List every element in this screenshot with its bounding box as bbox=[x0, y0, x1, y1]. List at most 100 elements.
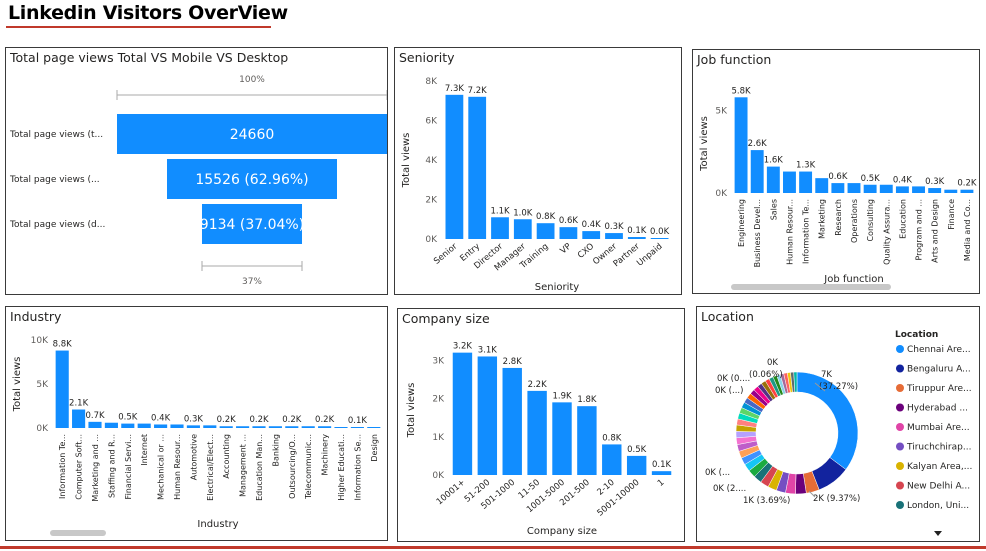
bar-value-label: 0.5K bbox=[627, 445, 647, 455]
y-tick-label: 0K bbox=[715, 189, 728, 199]
x-tick-label: Design bbox=[370, 434, 379, 462]
legend-item[interactable]: London, Uni... bbox=[907, 501, 969, 511]
legend-item[interactable]: Bengaluru A... bbox=[907, 365, 971, 375]
bar[interactable] bbox=[268, 426, 282, 428]
legend-item[interactable]: Chennai Are... bbox=[907, 345, 971, 355]
bar[interactable] bbox=[944, 189, 958, 193]
bar[interactable] bbox=[879, 184, 893, 193]
bar[interactable] bbox=[121, 423, 135, 428]
bar[interactable] bbox=[559, 227, 578, 239]
seniority-panel[interactable]: Seniority 0K 2K 4K 6K 8K Total views 7.3K Senio… bbox=[394, 47, 682, 295]
location-panel[interactable]: Location 7K (37.27%) 2K (9.37%) 1K (3.69%) 0… bbox=[696, 306, 980, 542]
bar[interactable] bbox=[477, 356, 498, 475]
bar[interactable] bbox=[513, 219, 532, 239]
title-underline bbox=[6, 26, 271, 28]
bar[interactable] bbox=[203, 425, 217, 428]
company-size-panel[interactable]: Company size 0K 1K 2K 3K Total views 3.2K 1000… bbox=[397, 308, 685, 542]
bar[interactable] bbox=[799, 171, 813, 193]
location-chart[interactable]: 7K (37.27%) 2K (9.37%) 1K (3.69%) 0K (2.... 0… bbox=[697, 307, 980, 542]
bar[interactable] bbox=[527, 390, 547, 475]
x-tick-label: Human Resour... bbox=[785, 199, 794, 265]
bar[interactable] bbox=[219, 426, 233, 428]
bar[interactable] bbox=[536, 223, 555, 239]
bar-value-label: 2.1K bbox=[69, 399, 89, 409]
x-tick-label: VP bbox=[559, 242, 574, 257]
funnel-panel[interactable]: Total page views Total VS Mobile VS Desk… bbox=[5, 47, 388, 295]
bar[interactable] bbox=[186, 425, 200, 428]
bar[interactable] bbox=[154, 424, 168, 428]
industry-chart[interactable]: 0K 5K 10K Total views 8.8K Information Te... 2… bbox=[6, 307, 388, 541]
x-tick-label: Banking bbox=[271, 434, 280, 466]
bar[interactable] bbox=[552, 402, 572, 475]
bar[interactable] bbox=[318, 426, 332, 428]
bar[interactable] bbox=[285, 426, 299, 428]
bar[interactable] bbox=[912, 186, 925, 193]
legend-item[interactable]: Tiruchchirap... bbox=[906, 443, 971, 453]
bar[interactable] bbox=[452, 352, 473, 475]
donut-slice[interactable] bbox=[793, 371, 798, 393]
bar[interactable] bbox=[960, 189, 974, 193]
bar[interactable] bbox=[55, 350, 69, 428]
bar[interactable] bbox=[582, 231, 601, 239]
bar[interactable] bbox=[236, 426, 250, 428]
bar[interactable] bbox=[847, 183, 861, 193]
bar[interactable] bbox=[766, 166, 780, 193]
bar[interactable] bbox=[895, 186, 909, 193]
funnel-chart[interactable]: 100% 24660 Total page views (t... 15526 (62… bbox=[6, 48, 388, 295]
bar[interactable] bbox=[334, 427, 348, 428]
bar[interactable] bbox=[170, 424, 184, 428]
legend-item[interactable]: Hyderabad ... bbox=[907, 404, 968, 414]
bar[interactable] bbox=[468, 96, 487, 239]
legend-scroll-down-icon[interactable] bbox=[934, 531, 942, 536]
bar[interactable] bbox=[445, 94, 464, 239]
bar[interactable] bbox=[815, 178, 829, 193]
bar[interactable] bbox=[627, 237, 646, 239]
x-axis-label: Job function bbox=[823, 274, 883, 285]
legend-item[interactable]: Mumbai Are... bbox=[907, 423, 970, 433]
donut-callout: (37.27%) bbox=[819, 382, 858, 392]
funnel-bar[interactable] bbox=[167, 159, 337, 199]
industry-panel[interactable]: Industry 0K 5K 10K Total views 8.8K Informati… bbox=[5, 306, 388, 541]
legend-item[interactable]: New Delhi A... bbox=[907, 482, 970, 492]
bar[interactable] bbox=[863, 184, 877, 193]
industry-scrollbar[interactable] bbox=[50, 530, 106, 536]
job-function-panel[interactable]: Job function 0K 5K Total views 5.8K Engineer… bbox=[692, 49, 980, 294]
funnel-bar[interactable] bbox=[117, 114, 387, 154]
bar-value-label: 0.8K bbox=[536, 212, 556, 222]
bar[interactable] bbox=[350, 427, 364, 428]
legend-item[interactable]: Tiruppur Are... bbox=[906, 384, 972, 394]
bar[interactable] bbox=[88, 421, 102, 428]
funnel-row-label: Total page views (... bbox=[9, 175, 100, 185]
bar[interactable] bbox=[605, 233, 623, 239]
bar[interactable] bbox=[502, 367, 522, 475]
job-function-scrollbar[interactable] bbox=[731, 284, 891, 290]
bar[interactable] bbox=[602, 444, 622, 475]
bar[interactable] bbox=[491, 217, 509, 239]
industry-title: Industry bbox=[10, 309, 62, 324]
bar[interactable] bbox=[252, 426, 266, 428]
legend-marker bbox=[896, 384, 904, 392]
bar[interactable] bbox=[367, 427, 381, 428]
bar-value-label: 5.8K bbox=[732, 86, 752, 96]
funnel-bar[interactable] bbox=[201, 204, 303, 244]
bar[interactable] bbox=[72, 409, 86, 428]
bar[interactable] bbox=[301, 426, 315, 428]
bar[interactable] bbox=[577, 406, 597, 475]
funnel-bottom-pct: 37% bbox=[242, 277, 262, 287]
legend-item[interactable]: Kalyan Area,... bbox=[907, 462, 972, 472]
bar[interactable] bbox=[104, 422, 118, 428]
bar[interactable] bbox=[928, 188, 942, 193]
bar[interactable] bbox=[651, 471, 672, 475]
bar[interactable] bbox=[783, 171, 796, 193]
x-tick-label: Internet bbox=[140, 434, 149, 466]
bar[interactable] bbox=[750, 150, 764, 193]
bar[interactable] bbox=[734, 97, 748, 193]
bar[interactable] bbox=[626, 455, 647, 475]
job-function-chart[interactable]: 0K 5K Total views 5.8K Engineering 2.6K Busine… bbox=[693, 50, 980, 294]
bar[interactable] bbox=[650, 238, 669, 239]
bar-value-label: 0.7K bbox=[85, 411, 105, 421]
bar[interactable] bbox=[831, 183, 845, 193]
bar[interactable] bbox=[137, 423, 151, 428]
